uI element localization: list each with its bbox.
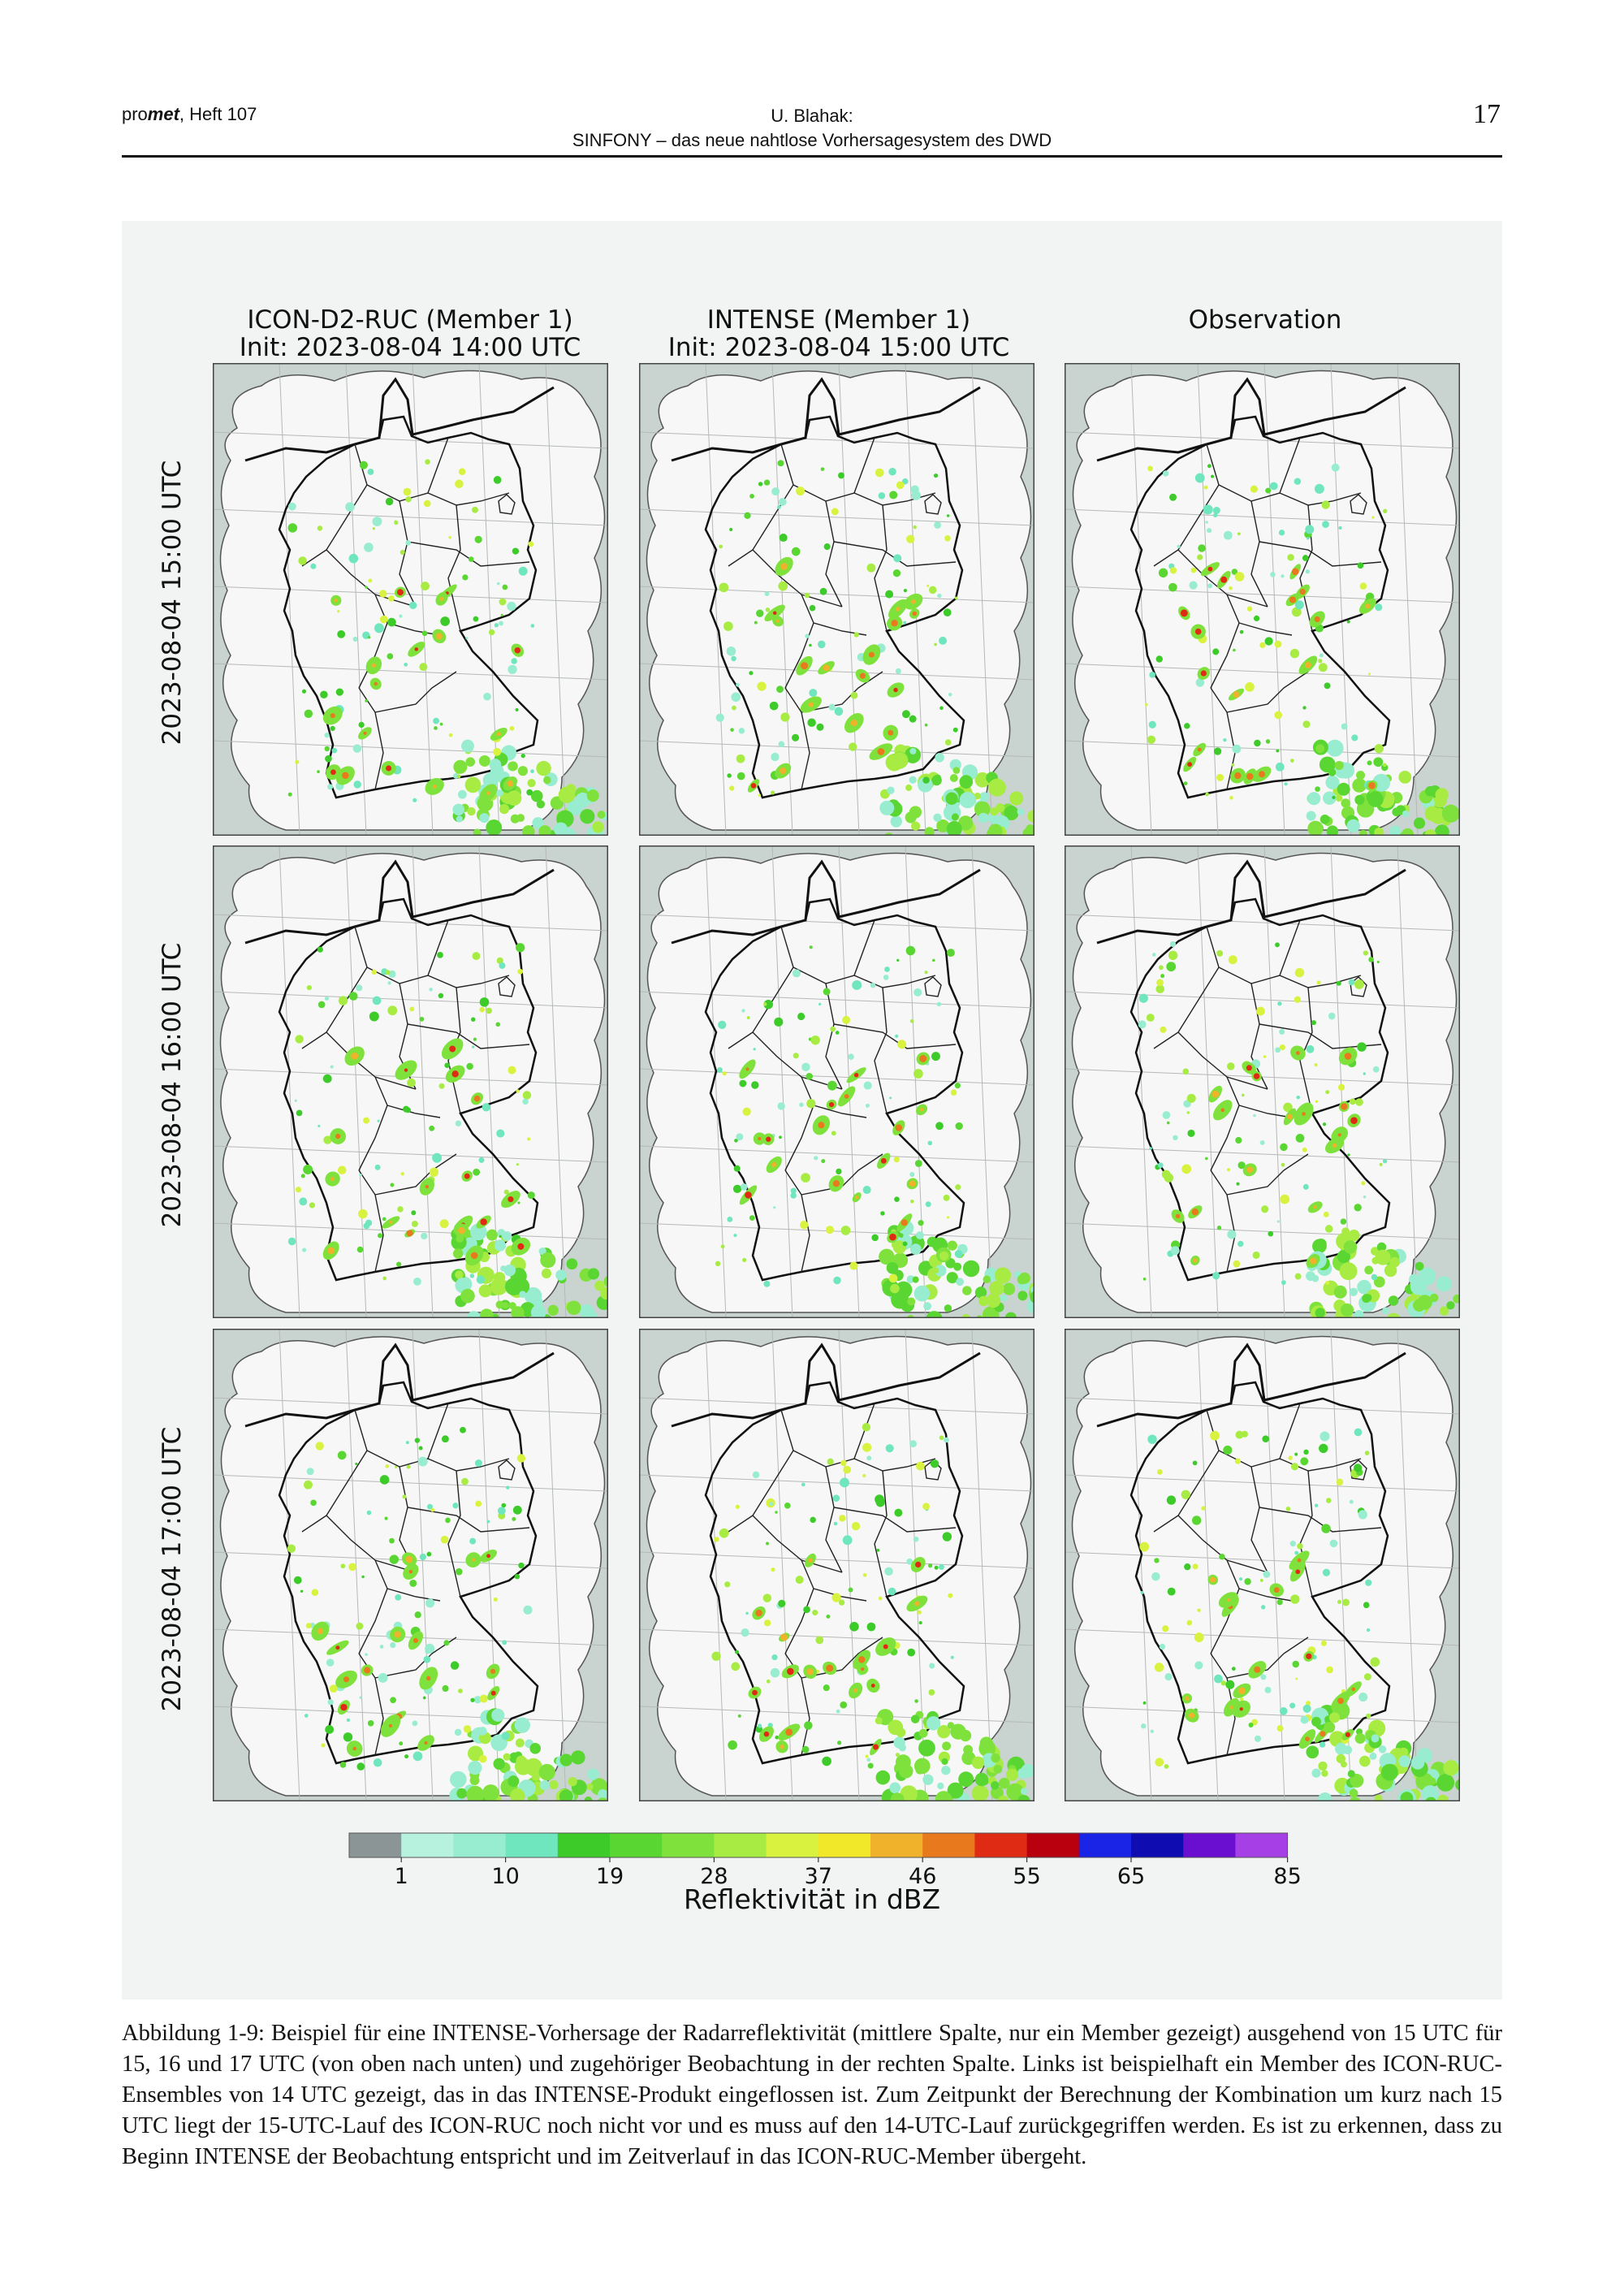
colorbar-segment [870, 1833, 923, 1857]
colorbar-segment [1183, 1833, 1236, 1857]
colorbar-segment [818, 1833, 871, 1857]
map-r3-c2 [639, 1329, 1034, 1801]
column-init-intense: Init: 2023-08-04 15:00 UTC [668, 333, 1010, 362]
figure-graphic: ICON-D2-RUC (Member 1) Init: 2023-08-04 … [158, 305, 1460, 1915]
figure-caption: Abbildung 1-9: Beispiel für eine INTENSE… [122, 2021, 1502, 2169]
journal-name-prefix: pro [122, 104, 148, 124]
colorbar-segment [505, 1833, 559, 1857]
colorbar-tick-label: 55 [1013, 1864, 1040, 1889]
figure-panel: ICON-D2-RUC (Member 1) Init: 2023-08-04 … [122, 221, 1502, 2000]
row-label-1500: 2023-08-04 15:00 UTC [158, 460, 187, 746]
colorbar-segment [401, 1833, 454, 1857]
map-r3-c3 [1065, 1329, 1460, 1801]
colorbar-tick-label: 85 [1273, 1864, 1301, 1889]
colorbar-tick-label: 37 [805, 1864, 832, 1889]
page-number: 17 [1473, 99, 1501, 129]
author-name: U. Blahak: [771, 106, 853, 126]
colorbar-segment [453, 1833, 506, 1857]
colorbar-label: Reflektivität in dBZ [684, 1883, 940, 1915]
map-r2-c1 [213, 845, 608, 1318]
colorbar-segment [1131, 1833, 1184, 1857]
colorbar-segment [610, 1833, 663, 1857]
column-title-intense: INTENSE (Member 1) [707, 305, 970, 335]
colorbar-tick-label: 28 [700, 1864, 728, 1889]
running-header: U. Blahak: SINFONY – das neue nahtlose V… [406, 104, 1218, 153]
colorbar-segment [662, 1833, 715, 1857]
colorbar-tick-label: 65 [1117, 1864, 1145, 1889]
colorbar-tick-label: 19 [596, 1864, 624, 1889]
map-r2-c3 [1065, 845, 1460, 1318]
colorbar-segment [1026, 1833, 1080, 1857]
colorbar-segment [766, 1833, 819, 1857]
map-r1-c2 [639, 363, 1034, 836]
colorbar-segment [714, 1833, 767, 1857]
journal-name-bold: met [147, 104, 179, 124]
map-r2-c2 [639, 845, 1034, 1318]
row-label-1600: 2023-08-04 16:00 UTC [158, 943, 187, 1228]
issue-number: , Heft 107 [179, 104, 257, 124]
colorbar-segment [557, 1833, 611, 1857]
map-r1-c3 [1065, 363, 1460, 836]
colorbar-segment [349, 1833, 402, 1857]
journal-issue: promet, Heft 107 [122, 104, 257, 125]
column-init-icon-ruc: Init: 2023-08-04 14:00 UTC [240, 333, 581, 362]
row-label-1700: 2023-08-04 17:00 UTC [158, 1427, 187, 1712]
colorbar-segment [1235, 1833, 1288, 1857]
article-title: SINFONY – das neue nahtlose Vorhersagesy… [572, 130, 1052, 150]
colorbar-tick-label: 10 [491, 1864, 519, 1889]
map-r1-c1 [213, 363, 608, 836]
column-title-observation: Observation [1189, 305, 1342, 335]
column-title-icon-ruc: ICON-D2-RUC (Member 1) [247, 305, 572, 335]
colorbar-tick-label: 1 [395, 1864, 408, 1889]
colorbar-segment [974, 1833, 1027, 1857]
colorbar-segment [922, 1833, 975, 1857]
colorbar-tick-label: 46 [909, 1864, 936, 1889]
header-rule [122, 155, 1502, 158]
colorbar-segment [1078, 1833, 1132, 1857]
map-r3-c1 [213, 1329, 608, 1801]
